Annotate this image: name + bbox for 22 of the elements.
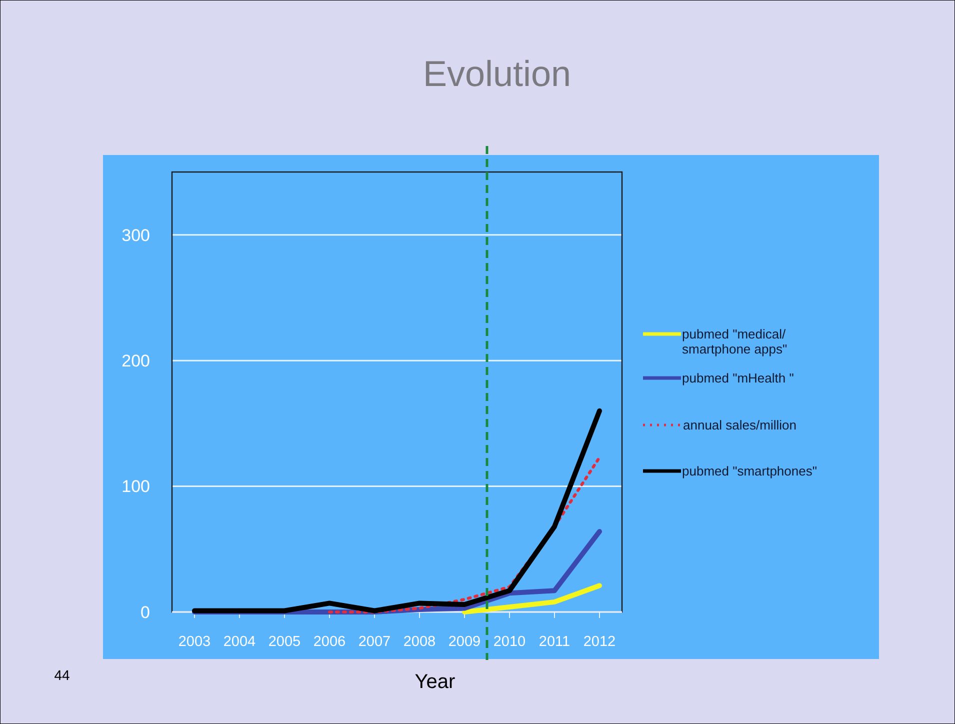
- chart-title: Evolution: [422, 53, 572, 94]
- x-tick-label: 2009: [448, 634, 481, 650]
- x-tick-label: 2007: [358, 634, 391, 650]
- legend-label: pubmed "mHealth ": [682, 370, 794, 386]
- x-tick-label: 2008: [403, 634, 436, 650]
- x-tick-label: 2011: [538, 634, 570, 650]
- x-tick-label: 2005: [268, 634, 301, 650]
- legend-label: annual sales/million: [683, 418, 796, 433]
- x-axis-title: Year: [414, 671, 456, 693]
- y-tick-label: 0: [140, 602, 150, 622]
- legend-label: pubmed "medical/ smartphone apps": [682, 326, 788, 357]
- y-tick-label: 300: [122, 226, 150, 245]
- legend-label: pubmed "smartphones": [682, 464, 818, 479]
- x-tick-label: 2010: [493, 634, 526, 650]
- y-tick-label: 200: [122, 352, 150, 371]
- line-series: [328, 456, 601, 614]
- y-tick-label: 100: [122, 477, 150, 496]
- x-tick-label: 2004: [223, 634, 256, 650]
- x-tick-label: 2003: [178, 634, 211, 650]
- x-tick-label: 2012: [583, 634, 616, 650]
- text: 44: [54, 667, 70, 683]
- x-tick-label: 2006: [313, 634, 346, 650]
